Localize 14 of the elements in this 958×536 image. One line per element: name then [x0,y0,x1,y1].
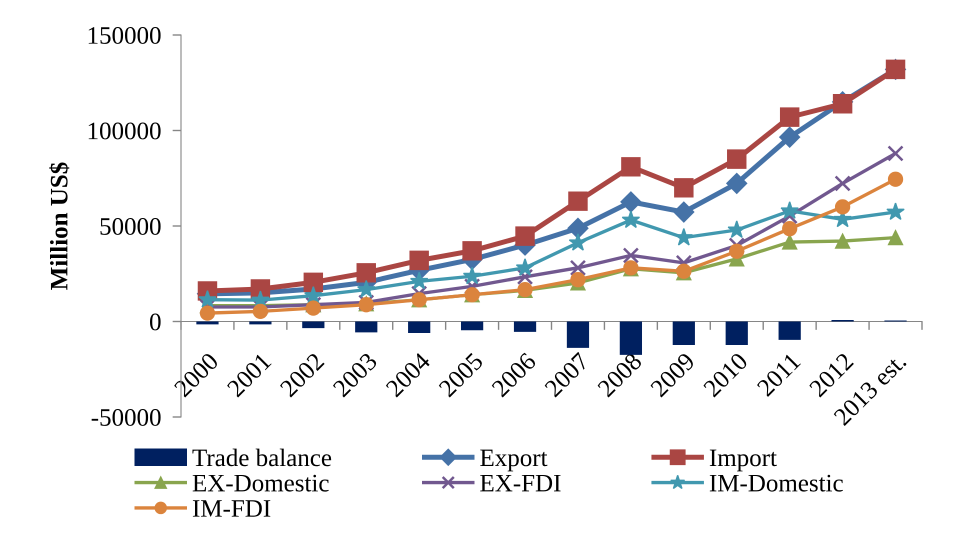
y-tick-label: 150000 [88,27,161,44]
legend-label: Trade balance [192,448,332,466]
legend-label: IM-Domestic [710,474,843,492]
y-tick-label: 100000 [88,122,161,140]
y-tick-label: 50000 [100,218,161,235]
legend-label: IM-FDI [192,500,270,517]
y-tick-label: 0 [150,314,161,330]
legend-label: Export [480,450,548,472]
x-tick-label: 2011 [756,352,802,398]
legend-label: EX-Domestic [192,474,329,492]
legend-label: Import [710,450,777,472]
y-axis-title: Million US$ [49,162,70,290]
y-tick-label: -50000 [92,409,161,426]
legend-label: EX-FDI [480,474,561,492]
